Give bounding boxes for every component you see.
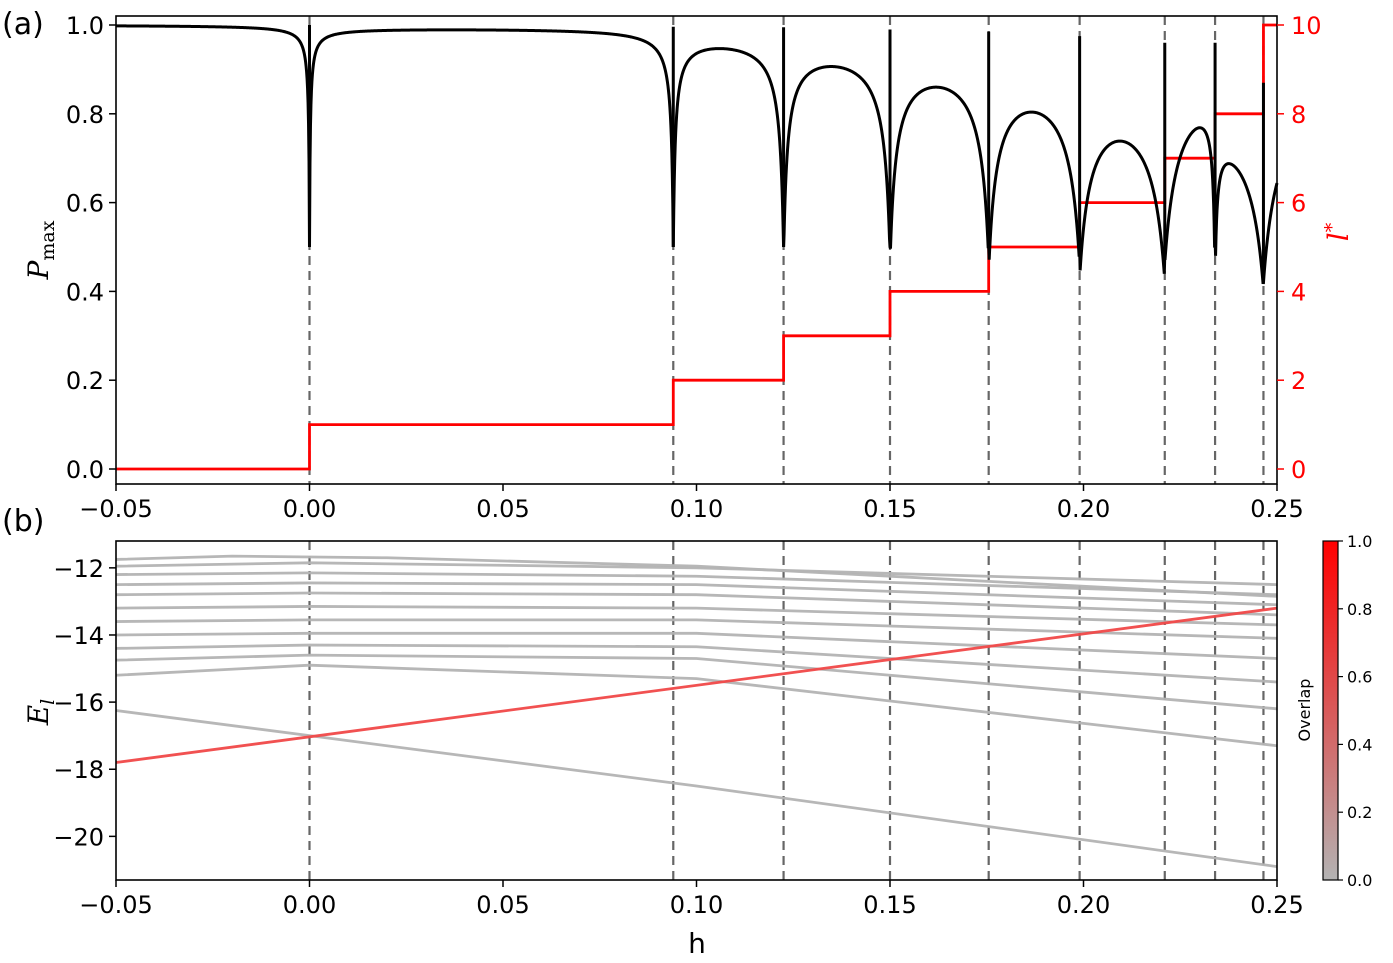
panel-a-ylabel-sub: max bbox=[37, 220, 59, 260]
y-tick-label: 1.0 bbox=[66, 12, 104, 40]
panel-b-x-ticks: −0.05 0.00 0.05 0.10 0.15 0.20 0.25 bbox=[79, 880, 1304, 919]
panel-b-ylabel-sub: l bbox=[37, 699, 59, 705]
y2-tick-label: 2 bbox=[1291, 367, 1306, 395]
panel-a-vlines bbox=[308, 16, 1265, 484]
panel-a-x-ticks: −0.05 0.00 0.05 0.10 0.15 0.20 0.25 bbox=[79, 484, 1304, 523]
energy-line bbox=[115, 709, 1278, 868]
x-tick-label: 0.15 bbox=[863, 891, 916, 919]
x-tick-label: −0.05 bbox=[79, 495, 153, 523]
energy-line bbox=[115, 591, 1278, 617]
panel-a-y-ticks: 0.0 0.2 0.4 0.6 0.8 1.0 bbox=[66, 12, 116, 484]
x-tick-label: 0.00 bbox=[283, 891, 336, 919]
x-tick-label: 0.05 bbox=[476, 891, 529, 919]
colorbar-tick-label: 0.8 bbox=[1347, 600, 1372, 619]
panel-b: (b) −0.05 0.00 0.05 0.10 0.15 0.20 0.25 −20 −18… bbox=[2, 504, 1372, 960]
lstar-step-line bbox=[116, 23, 1277, 471]
panel-a-ylabel-main: P bbox=[22, 259, 55, 280]
panel-b-y-ticks: −20 −18 −16 −14 −12 bbox=[53, 555, 116, 851]
energy-line bbox=[115, 643, 1278, 684]
y2-tick-label: 0 bbox=[1291, 456, 1306, 484]
y-tick-label: 0.6 bbox=[66, 190, 104, 218]
colorbar-label: Overlap bbox=[1295, 679, 1314, 742]
panel-b-ylabel-main: E bbox=[22, 705, 55, 726]
panel-b-vlines bbox=[308, 541, 1265, 880]
colorbar-tick-label: 0.6 bbox=[1347, 668, 1372, 687]
panel-a-pmax-series bbox=[115, 24, 1279, 285]
panel-b-label: (b) bbox=[2, 504, 44, 539]
energy-line bbox=[115, 581, 1278, 607]
colorbar-tick-label: 0.4 bbox=[1347, 735, 1372, 754]
y2-tick-label: 6 bbox=[1291, 190, 1306, 218]
energy-line bbox=[115, 554, 1278, 598]
colorbar-tick-label: 0.2 bbox=[1347, 803, 1372, 822]
panel-a-y2label: l* bbox=[1321, 222, 1355, 241]
y2-tick-label: 10 bbox=[1291, 12, 1322, 40]
y-tick-label: 0.4 bbox=[66, 278, 104, 306]
panel-a-ylabel: Pmax bbox=[22, 220, 59, 280]
panel-b-xlabel: h bbox=[688, 927, 706, 960]
colorbar-gradient bbox=[1322, 540, 1339, 881]
x-tick-label: 0.20 bbox=[1057, 891, 1110, 919]
panel-a-frame bbox=[115, 15, 1278, 485]
panel-a-lstar-series bbox=[116, 23, 1277, 471]
panel-a-label: (a) bbox=[2, 7, 44, 42]
colorbar: 0.0 0.2 0.4 0.6 0.8 1.0 Overlap bbox=[1295, 532, 1372, 890]
y2-tick-label: 8 bbox=[1291, 101, 1306, 129]
energy-line-overlap bbox=[115, 606, 1278, 764]
y-tick-label: −12 bbox=[53, 555, 104, 583]
y-tick-label: −16 bbox=[53, 689, 104, 717]
y2-tick-label: 4 bbox=[1291, 278, 1306, 306]
y-tick-label: −20 bbox=[53, 823, 104, 851]
y-tick-label: 0.0 bbox=[66, 456, 104, 484]
x-tick-label: 0.00 bbox=[283, 495, 336, 523]
y-tick-label: −18 bbox=[53, 756, 104, 784]
energy-line bbox=[115, 571, 1278, 597]
colorbar-tick-label: 1.0 bbox=[1347, 532, 1372, 551]
panel-a-y2-ticks: 0 2 4 6 8 10 bbox=[1277, 12, 1322, 484]
energy-line bbox=[115, 618, 1278, 640]
panel-a-y2label-sup: * bbox=[1321, 222, 1343, 232]
panel-a-y2label-main: l bbox=[1322, 232, 1355, 241]
energy-line bbox=[115, 605, 1278, 627]
x-tick-label: 0.25 bbox=[1250, 495, 1303, 523]
colorbar-tick-label: 0.0 bbox=[1347, 871, 1372, 890]
x-tick-label: 0.10 bbox=[670, 891, 723, 919]
x-tick-label: 0.20 bbox=[1057, 495, 1110, 523]
energy-line bbox=[115, 561, 1278, 587]
panel-a: (a) −0.05 0.00 0.05 0.10 0.15 0.20 0.25 0.00.2… bbox=[2, 7, 1355, 523]
x-tick-label: 0.25 bbox=[1250, 891, 1303, 919]
colorbar-ticks: 0.0 0.2 0.4 0.6 0.8 1.0 bbox=[1338, 532, 1372, 890]
y-tick-label: −14 bbox=[53, 622, 104, 650]
x-tick-label: −0.05 bbox=[79, 891, 153, 919]
pmax-curve bbox=[115, 24, 1279, 285]
y-tick-label: 0.8 bbox=[66, 101, 104, 129]
x-tick-label: 0.15 bbox=[863, 495, 916, 523]
x-tick-label: 0.10 bbox=[670, 495, 723, 523]
y-tick-label: 0.2 bbox=[66, 367, 104, 395]
energy-line bbox=[115, 653, 1278, 711]
panel-b-ylabel: El bbox=[22, 699, 59, 727]
panel-b-energy-series bbox=[115, 554, 1278, 868]
x-tick-label: 0.05 bbox=[476, 495, 529, 523]
energy-line bbox=[115, 663, 1278, 748]
